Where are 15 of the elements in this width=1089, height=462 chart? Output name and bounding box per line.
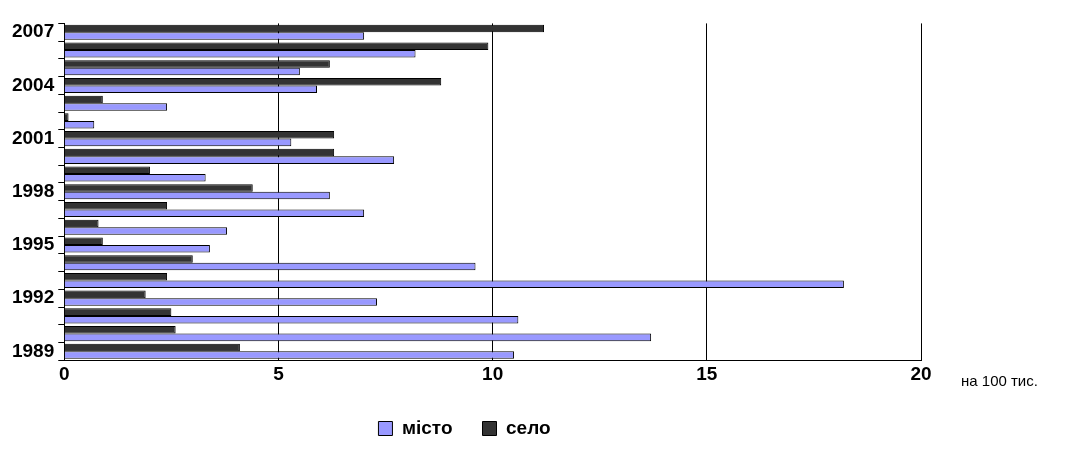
y-tick-label: 1992 xyxy=(11,286,55,308)
y-tick-label: 1995 xyxy=(11,233,55,255)
y-tick-label: 2001 xyxy=(11,126,55,148)
x-tick-label: 15 xyxy=(696,362,718,384)
legend-label: місто xyxy=(401,416,453,438)
y-tick-label: 1989 xyxy=(11,339,55,361)
y-tick-label: 2004 xyxy=(11,73,55,95)
x-tick-label: 0 xyxy=(58,362,70,384)
x-tick-label: 10 xyxy=(482,362,504,384)
x-tick-label: 20 xyxy=(910,362,932,384)
legend-label: село xyxy=(506,416,551,438)
x-axis-title: на 100 тис. xyxy=(961,372,1038,390)
x-tick-label: 5 xyxy=(273,362,285,384)
y-tick-label: 2007 xyxy=(11,20,55,42)
y-tick-label: 1998 xyxy=(11,180,55,202)
